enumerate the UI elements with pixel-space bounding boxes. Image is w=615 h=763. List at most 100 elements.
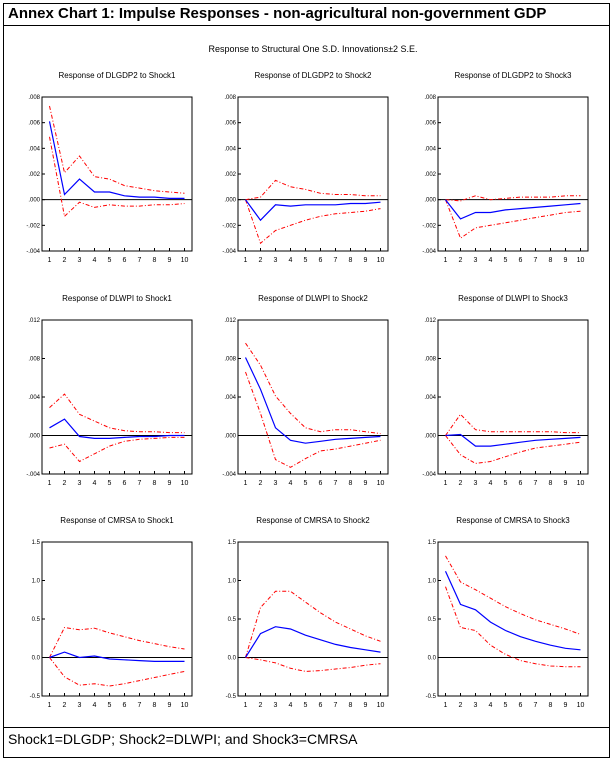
y-tick-label: -.004 xyxy=(222,249,236,255)
lower-band-line xyxy=(49,436,185,463)
y-tick-label: 0.0 xyxy=(228,656,237,662)
response-line xyxy=(445,433,581,447)
y-tick-label: 1.5 xyxy=(228,540,237,546)
y-tick-label: .000 xyxy=(224,198,236,204)
x-tick-label: 8 xyxy=(153,257,157,264)
y-tick-label: .008 xyxy=(224,95,236,101)
x-tick-label: 7 xyxy=(334,480,338,487)
x-tick-label: 5 xyxy=(504,480,508,487)
ir-panel: Response of DLWPI to Shock1 -.004 .000 .004… xyxy=(26,294,193,487)
x-tick-label: 9 xyxy=(364,480,368,487)
x-tick-label: 8 xyxy=(349,702,353,709)
y-tick-label: .000 xyxy=(424,198,436,204)
x-tick-label: 6 xyxy=(123,702,127,709)
y-tick-label: 0.0 xyxy=(428,656,437,662)
x-tick-label: 1 xyxy=(244,257,248,264)
x-tick-label: 3 xyxy=(274,480,278,487)
panel-title: Response of CMRSA to Shock1 xyxy=(60,516,174,525)
y-tick-label: -0.5 xyxy=(226,694,237,700)
figure-frame xyxy=(3,3,610,758)
x-tick-label: 8 xyxy=(153,702,157,709)
y-tick-label: .000 xyxy=(224,434,236,440)
plot-area-border xyxy=(437,319,589,475)
plot-area-border xyxy=(437,541,589,697)
x-tick-label: 3 xyxy=(274,257,278,264)
plot-area-border xyxy=(237,96,389,252)
x-tick-label: 5 xyxy=(304,480,308,487)
y-tick-label: .004 xyxy=(28,395,40,401)
x-tick-label: 9 xyxy=(364,257,368,264)
x-tick-label: 2 xyxy=(63,480,67,487)
x-tick-label: 6 xyxy=(519,257,523,264)
plot-area-border xyxy=(237,319,389,475)
x-tick-label: 2 xyxy=(63,702,67,709)
y-tick-label: .008 xyxy=(224,357,236,363)
ir-panel: Response of CMRSA to Shock2 -0.5 0.0 0.5 1.0… xyxy=(226,516,389,709)
y-tick-label: .008 xyxy=(28,357,40,363)
ir-panel: Response of CMRSA to Shock1 -0.5 0.0 0.5 1.0… xyxy=(30,516,193,709)
upper-band-line xyxy=(49,393,185,434)
y-tick-label: -.002 xyxy=(222,223,236,229)
panel-title: Response of DLGDP2 to Shock2 xyxy=(255,71,373,80)
upper-band-line xyxy=(445,413,581,436)
x-tick-label: 4 xyxy=(93,480,97,487)
y-tick-label: .012 xyxy=(28,318,40,324)
upper-band-line xyxy=(445,555,581,635)
x-tick-label: 6 xyxy=(519,702,523,709)
y-tick-label: .006 xyxy=(224,121,236,127)
x-tick-label: 7 xyxy=(534,480,538,487)
x-tick-label: 10 xyxy=(181,257,189,264)
x-tick-label: 8 xyxy=(349,480,353,487)
x-tick-label: 10 xyxy=(577,480,585,487)
panel-title: Response of CMRSA to Shock2 xyxy=(256,516,370,525)
x-tick-label: 4 xyxy=(489,480,493,487)
y-tick-label: .000 xyxy=(424,434,436,440)
y-tick-label: 1.0 xyxy=(228,579,237,585)
ir-panel: Response of DLGDP2 to Shock1 -.004 -.002 .0… xyxy=(26,71,193,264)
plot-area-border xyxy=(41,541,193,697)
x-tick-label: 3 xyxy=(78,480,82,487)
x-tick-label: 1 xyxy=(48,702,52,709)
x-tick-label: 10 xyxy=(577,257,585,264)
x-tick-label: 4 xyxy=(93,702,97,709)
y-tick-label: -.002 xyxy=(26,223,40,229)
x-tick-label: 8 xyxy=(549,702,553,709)
x-tick-label: 2 xyxy=(259,702,263,709)
y-tick-label: .002 xyxy=(28,172,40,178)
y-tick-label: .008 xyxy=(28,95,40,101)
x-tick-label: 8 xyxy=(549,480,553,487)
x-tick-label: 9 xyxy=(168,480,172,487)
upper-band-line xyxy=(245,179,381,201)
y-tick-label: -.004 xyxy=(26,472,40,478)
y-tick-label: 0.0 xyxy=(32,656,41,662)
y-tick-label: .008 xyxy=(424,95,436,101)
chart-super-title: Response to Structural One S.D. Innovati… xyxy=(208,44,417,54)
x-tick-label: 7 xyxy=(334,702,338,709)
y-tick-label: .002 xyxy=(224,172,236,178)
panel-grid: Response of DLGDP2 to Shock1 -.004 -.002 .0… xyxy=(26,71,589,709)
y-tick-label: .006 xyxy=(424,121,436,127)
x-tick-label: 3 xyxy=(474,480,478,487)
x-tick-label: 9 xyxy=(168,702,172,709)
x-tick-label: 1 xyxy=(48,480,52,487)
x-tick-label: 2 xyxy=(63,257,67,264)
lower-band-line xyxy=(49,136,185,218)
panel-title: Response of DLWPI to Shock3 xyxy=(458,294,568,303)
x-tick-label: 5 xyxy=(108,702,112,709)
x-tick-label: 1 xyxy=(244,480,248,487)
y-tick-label: 0.5 xyxy=(32,617,41,623)
y-tick-label: .004 xyxy=(224,146,236,152)
y-tick-label: .004 xyxy=(28,146,40,152)
lower-band-line xyxy=(445,435,581,464)
x-tick-label: 6 xyxy=(123,257,127,264)
x-tick-label: 5 xyxy=(504,702,508,709)
response-line xyxy=(49,418,185,439)
y-tick-label: .000 xyxy=(28,434,40,440)
y-tick-label: .006 xyxy=(28,121,40,127)
x-tick-label: 5 xyxy=(304,702,308,709)
x-tick-label: 2 xyxy=(459,702,463,709)
y-tick-label: .008 xyxy=(424,357,436,363)
x-tick-label: 7 xyxy=(138,480,142,487)
x-tick-label: 6 xyxy=(319,702,323,709)
